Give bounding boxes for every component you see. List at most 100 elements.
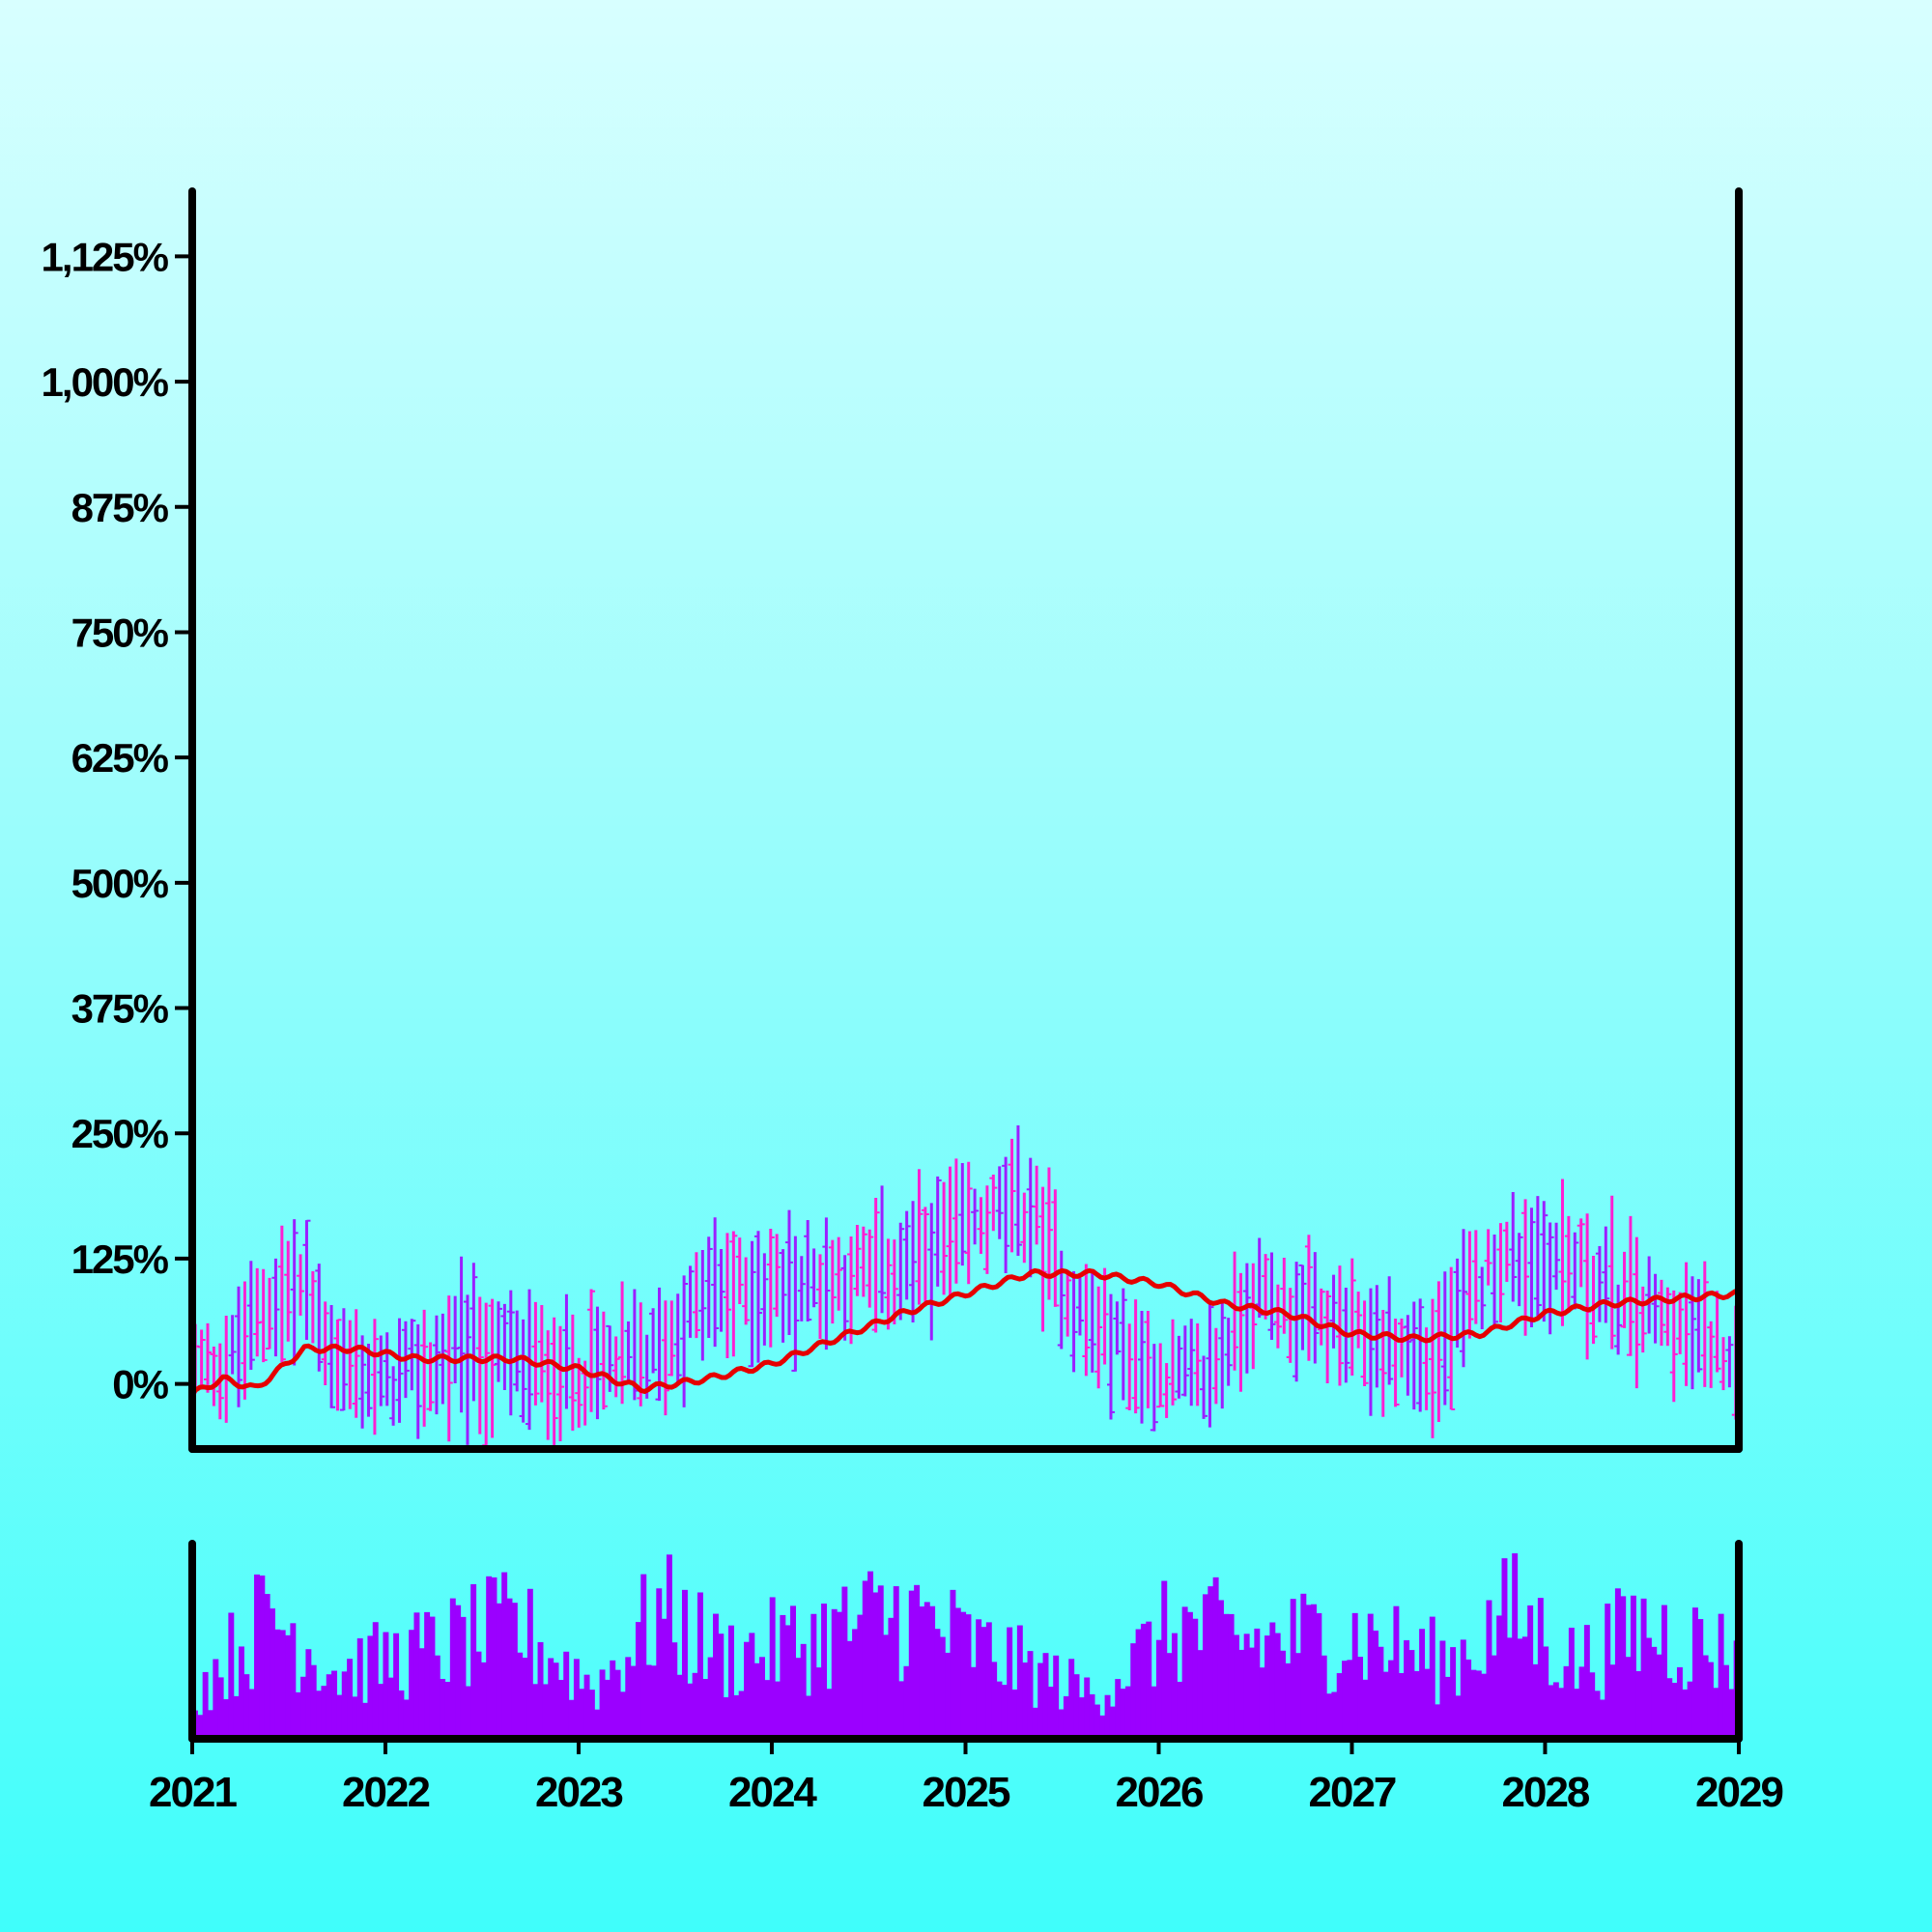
volume-bar [223,1699,229,1739]
ohlc-bar [1273,1284,1282,1349]
volume-bar [1574,1689,1580,1739]
ohlc-bar [1583,1213,1592,1360]
ohlc-bar [1180,1325,1189,1397]
ohlc-bar [266,1277,274,1350]
volume-bar [594,1709,601,1739]
volume-bar [259,1575,266,1739]
price-axes [188,187,1743,1453]
x-tick-label: 2028 [1502,1769,1590,1816]
volume-bar [1713,1688,1719,1739]
volume-bar [470,1583,477,1739]
ohlc-bar [1131,1299,1140,1414]
x-tick-label: 2026 [1116,1769,1203,1816]
y-axis-ticks: 0% 125% 250% 375% 500% 625% 750% 875% 1,000% 1,12… [42,234,192,1407]
y-tick-label: 250% [71,1111,169,1156]
volume-bar [625,1657,632,1739]
ohlc-bar [1335,1265,1344,1386]
volume-bar [1589,1672,1596,1739]
ohlc-bar [1404,1315,1412,1396]
ohlc-bar [370,1319,379,1435]
ohlc-bar [1416,1298,1425,1412]
ohlc-bar [661,1300,669,1416]
volume-bar [1548,1685,1554,1739]
ohlc-bar [1224,1318,1233,1386]
volume-bar [888,1617,895,1739]
ohlc-bar [210,1346,218,1406]
volume-bar [1465,1659,1472,1739]
volume-bar [1166,1653,1173,1739]
volume-bar [1625,1657,1632,1739]
volume-bar [1455,1695,1462,1739]
ohlc-bar [933,1176,942,1287]
ohlc-bar [346,1320,355,1409]
volume-bar [480,1662,487,1739]
ohlc-bar [1298,1264,1307,1350]
ohlc-bar [333,1319,342,1411]
volume-bar [532,1684,539,1739]
volume-bar [780,1614,786,1739]
volume-bar [872,1592,879,1739]
volume-bar [960,1611,967,1739]
ohlc-bar [1546,1222,1554,1335]
volume-bar [383,1632,389,1739]
ohlc-bar [717,1248,725,1332]
volume-bar [248,1689,255,1739]
ohlc-bar [1249,1263,1258,1370]
volume-bar [1032,1707,1038,1739]
ohlc-bar [327,1304,336,1408]
volume-bar [862,1580,868,1739]
volume-bar [810,1613,817,1739]
volume-bar [1120,1689,1126,1739]
volume-bar [1336,1673,1343,1739]
volume-bar [619,1691,626,1739]
volume-bar [784,1625,791,1739]
volume-bar [923,1602,930,1739]
ohlc-bar [315,1264,324,1372]
y-tick-label: 1,125% [42,234,169,279]
ohlc-bar [451,1295,460,1383]
volume-bar [352,1696,358,1739]
ohlc-bar [1633,1236,1641,1389]
volume-bar [491,1577,497,1739]
x-tick-label: 2024 [728,1769,817,1816]
volume-bar [970,1666,977,1739]
volume-bar [687,1683,694,1739]
volume-bar [1078,1697,1085,1739]
volume-bar [764,1680,771,1739]
ohlc-bar [1013,1124,1022,1256]
ohlc-bar [575,1357,583,1428]
volume-bar [1656,1654,1662,1739]
ohlc-bar [531,1301,540,1406]
volume-bar [991,1662,998,1739]
ohlc-bar [1156,1343,1165,1408]
volume-bar [1444,1676,1451,1739]
volume-bar [815,1667,822,1739]
volume-bar [409,1630,415,1739]
volume-bar [728,1625,734,1739]
volume-bar [976,1619,982,1739]
volume-bar [398,1690,405,1739]
volume-bar [893,1586,899,1739]
volume-bar [1146,1621,1152,1739]
ohlc-bar [439,1313,447,1405]
ohlc-bar [339,1308,348,1411]
ohlc-bar [513,1310,522,1392]
volume-bar [583,1674,590,1739]
ohlc-bar [482,1302,491,1449]
volume-bar [1316,1613,1322,1739]
volume-bar [1089,1693,1095,1739]
ohlc-bar [921,1207,929,1306]
volume-bar [614,1669,621,1739]
ohlc-bar [1435,1281,1443,1422]
volume-bar [1651,1646,1658,1739]
volume-bar [883,1634,890,1739]
volume-bar [610,1660,616,1739]
volume-bar [718,1634,724,1739]
volume-bar [295,1691,301,1739]
volume-bar [526,1588,533,1739]
volume-bar [1357,1657,1364,1739]
volume-bar [1481,1673,1488,1739]
ohlc-bar [358,1335,367,1429]
volume-bar [806,1695,811,1739]
volume-bar [676,1674,683,1739]
